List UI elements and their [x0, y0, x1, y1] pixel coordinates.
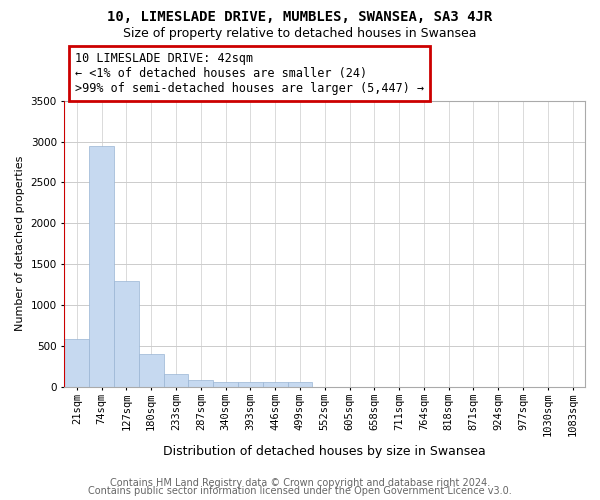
Text: Size of property relative to detached houses in Swansea: Size of property relative to detached ho…: [123, 28, 477, 40]
Bar: [89, 146, 114, 387]
Bar: [287, 382, 313, 387]
Bar: [64, 340, 89, 387]
Y-axis label: Number of detached properties: Number of detached properties: [15, 156, 25, 332]
Bar: [213, 382, 238, 387]
Text: Contains HM Land Registry data © Crown copyright and database right 2024.: Contains HM Land Registry data © Crown c…: [110, 478, 490, 488]
X-axis label: Distribution of detached houses by size in Swansea: Distribution of detached houses by size …: [163, 444, 486, 458]
Bar: [114, 280, 139, 387]
Bar: [263, 382, 287, 387]
Bar: [188, 380, 213, 387]
Bar: [139, 354, 164, 387]
Text: 10, LIMESLADE DRIVE, MUMBLES, SWANSEA, SA3 4JR: 10, LIMESLADE DRIVE, MUMBLES, SWANSEA, S…: [107, 10, 493, 24]
Text: Contains public sector information licensed under the Open Government Licence v3: Contains public sector information licen…: [88, 486, 512, 496]
Bar: [238, 382, 263, 387]
Text: 10 LIMESLADE DRIVE: 42sqm
← <1% of detached houses are smaller (24)
>99% of semi: 10 LIMESLADE DRIVE: 42sqm ← <1% of detac…: [75, 52, 424, 95]
Bar: [164, 374, 188, 387]
